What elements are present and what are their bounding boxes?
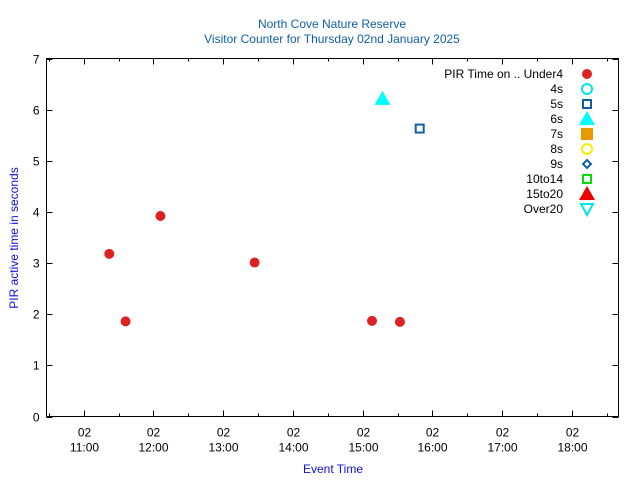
- legend-marker: [579, 111, 595, 125]
- y-tick-label: 4: [33, 206, 40, 220]
- y-tick-label: 1: [33, 359, 40, 373]
- legend-marker: [582, 99, 592, 109]
- x-tick-label-day: 02: [357, 426, 371, 440]
- data-point: [394, 316, 405, 327]
- legend-label: 6s: [550, 112, 563, 126]
- legend: PIR Time on .. Under44s5s6s7s8s9s10to141…: [444, 67, 595, 218]
- y-tick-label: 7: [33, 53, 40, 67]
- x-tick-label-time: 18:00: [557, 441, 587, 455]
- legend-marker: [582, 174, 592, 184]
- data-points: [104, 90, 425, 327]
- legend-marker: [581, 158, 593, 170]
- legend-label: 5s: [550, 97, 563, 111]
- x-tick-label-day: 02: [496, 426, 510, 440]
- x-tick-label-day: 02: [426, 426, 440, 440]
- legend-label: Over20: [524, 202, 564, 216]
- legend-marker: [579, 203, 595, 218]
- legend-label: 9s: [550, 157, 563, 171]
- x-axis: 0211:000212:000213:000214:000215:000216:…: [49, 58, 608, 455]
- legend-marker: [579, 186, 595, 200]
- y-tick-label: 3: [33, 257, 40, 271]
- x-tick-label-day: 02: [287, 426, 301, 440]
- legend-label: 4s: [550, 82, 563, 96]
- x-axis-label: Event Time: [303, 462, 363, 476]
- legend-label: 7s: [550, 127, 563, 141]
- x-tick-label-time: 17:00: [487, 441, 517, 455]
- legend-label: 10to14: [526, 172, 563, 186]
- chart-subtitle: Visitor Counter for Thursday 02nd Januar…: [204, 32, 460, 46]
- x-tick-label-day: 02: [78, 426, 92, 440]
- legend-marker: [581, 143, 593, 155]
- y-axis-label: PIR active time in seconds: [7, 167, 21, 308]
- x-tick-label-time: 15:00: [348, 441, 378, 455]
- y-tick-label: 0: [33, 411, 40, 425]
- legend-label: 8s: [550, 142, 563, 156]
- legend-label: 15to20: [526, 187, 563, 201]
- legend-marker: [581, 83, 593, 95]
- x-tick-label-day: 02: [147, 426, 161, 440]
- y-tick-label: 6: [33, 104, 40, 118]
- data-point: [367, 315, 378, 326]
- plot-frame: [46, 58, 619, 417]
- chart-title: North Cove Nature Reserve: [258, 17, 406, 31]
- data-point: [120, 316, 131, 327]
- legend-marker: [581, 128, 593, 140]
- data-point: [249, 257, 260, 268]
- x-tick-label-time: 13:00: [208, 441, 238, 455]
- y-tick-label: 5: [33, 155, 40, 169]
- x-tick-label-time: 14:00: [278, 441, 308, 455]
- x-tick-label-day: 02: [566, 426, 580, 440]
- x-tick-label-day: 02: [217, 426, 231, 440]
- data-point: [104, 248, 115, 259]
- legend-label: PIR Time on .. Under4: [444, 67, 563, 81]
- legend-marker: [582, 69, 592, 79]
- data-point: [374, 90, 391, 105]
- data-point: [414, 123, 425, 134]
- x-tick-label-time: 16:00: [417, 441, 447, 455]
- y-axis: 0 1 2 3 4 5 6 7: [33, 53, 619, 425]
- x-tick-label-time: 11:00: [70, 441, 99, 455]
- y-tick-label: 2: [33, 308, 40, 322]
- x-tick-label-time: 12:00: [138, 441, 168, 455]
- data-point: [155, 211, 166, 222]
